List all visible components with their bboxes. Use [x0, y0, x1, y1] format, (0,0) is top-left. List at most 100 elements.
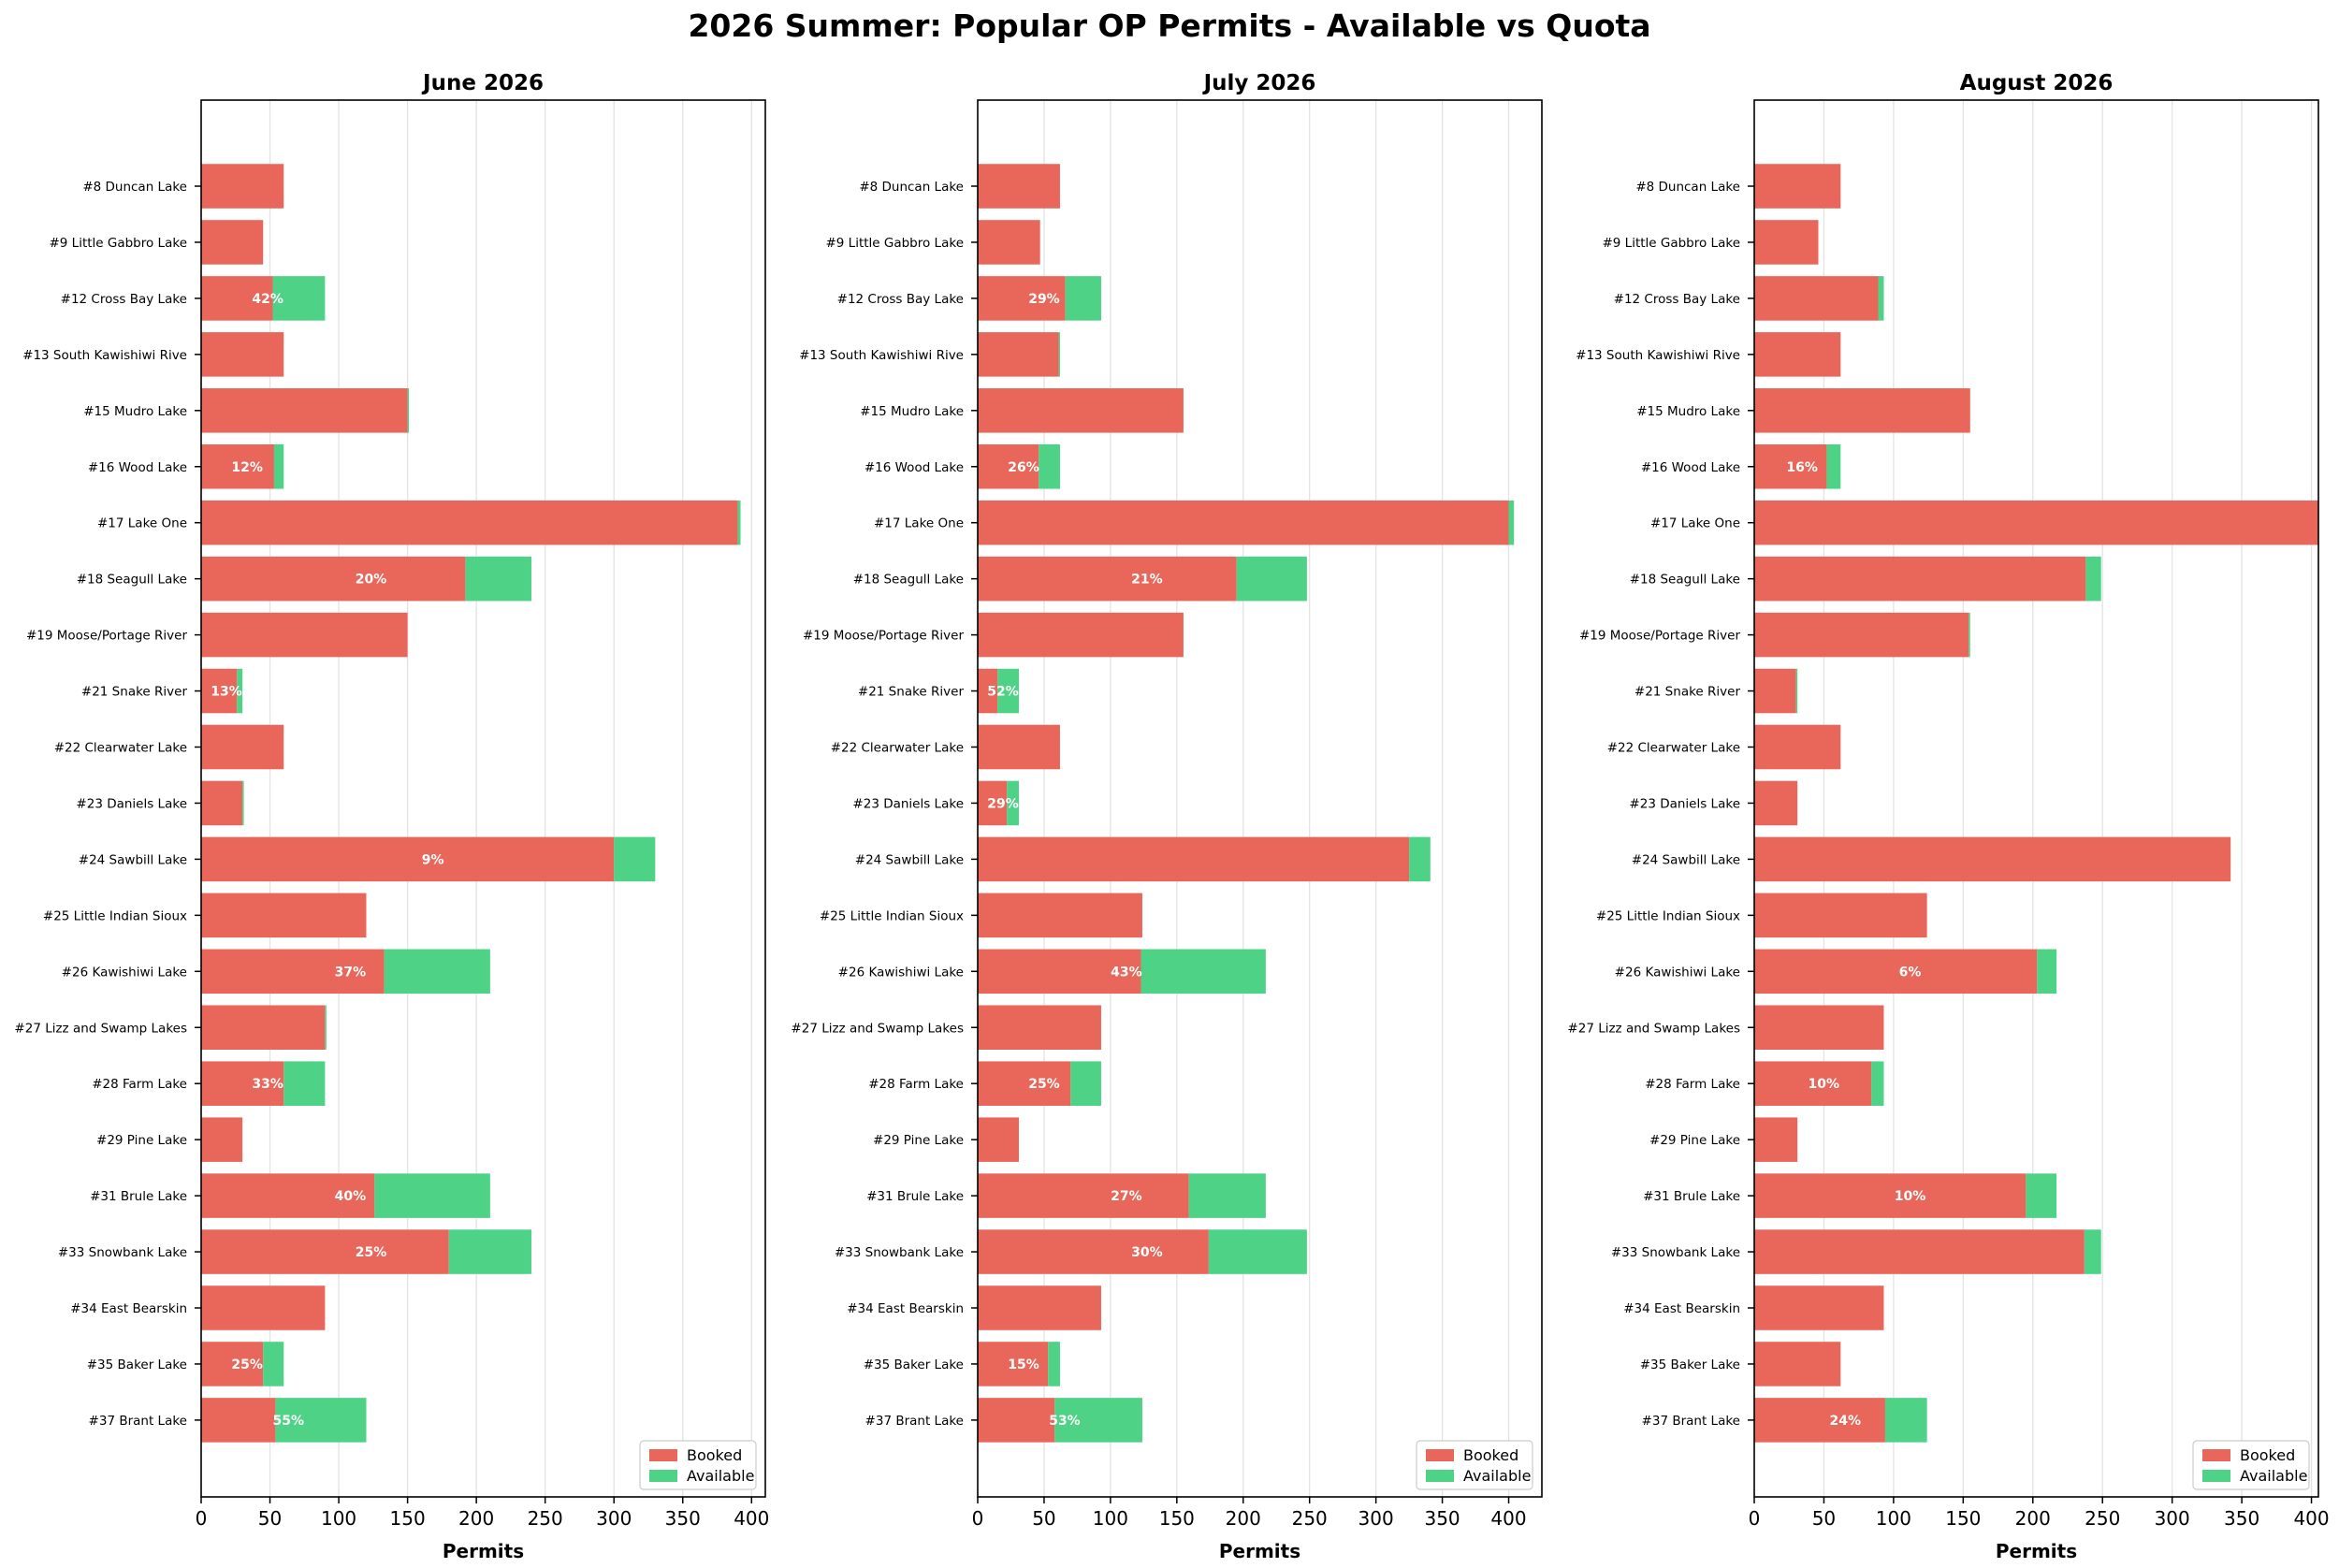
- category-label: #15 Mudro Lake: [1636, 404, 1740, 419]
- x-tick-label: 300: [596, 1507, 632, 1530]
- bar-available: [1826, 444, 1841, 489]
- pct-label: 10%: [1808, 1077, 1839, 1092]
- category-label: #37 Brant Lake: [1642, 1414, 1740, 1429]
- pct-label: 21%: [1131, 573, 1163, 588]
- x-tick-label: 300: [1358, 1507, 1394, 1530]
- category-label: #35 Baker Lake: [87, 1357, 187, 1372]
- bar-booked: [1754, 1173, 2027, 1218]
- category-label: #18 Seagull Lake: [1630, 573, 1740, 588]
- category-label: #23 Daniels Lake: [852, 796, 964, 811]
- category-label: #18 Seagull Lake: [853, 573, 964, 588]
- bar-available: [237, 668, 243, 714]
- category-label: #16 Wood Lake: [864, 460, 964, 475]
- bar-booked: [1754, 276, 1879, 321]
- bar-booked: [201, 1342, 264, 1387]
- category-label: #19 Moose/Portage River: [26, 629, 187, 644]
- pct-label: 27%: [1111, 1189, 1142, 1204]
- x-tick-label: 0: [196, 1507, 208, 1530]
- pct-label: 55%: [272, 1414, 304, 1429]
- category-label: #29 Pine Lake: [96, 1133, 187, 1148]
- category-label: #9 Little Gabbro Lake: [49, 236, 187, 251]
- x-tick-label: 100: [1093, 1507, 1128, 1530]
- bar-booked: [201, 949, 385, 995]
- bar-available: [737, 500, 741, 545]
- bar-available: [1048, 1342, 1060, 1387]
- bar-booked: [978, 276, 1066, 321]
- category-label: #24 Sawbill Lake: [79, 852, 187, 867]
- bar-available: [1007, 780, 1019, 826]
- x-tick-label: 50: [1032, 1507, 1055, 1530]
- bar-booked: [1754, 612, 1969, 658]
- pct-label: 42%: [252, 292, 283, 307]
- legend-swatch-booked: [649, 1449, 677, 1461]
- bar-booked: [1754, 668, 1796, 714]
- pct-label: 29%: [987, 796, 1019, 811]
- category-label: #21 Snake River: [81, 685, 188, 700]
- category-label: #31 Brule Lake: [1643, 1189, 1740, 1204]
- x-tick-label: 150: [1159, 1507, 1195, 1530]
- bar-booked: [201, 556, 466, 602]
- bar-booked: [201, 893, 367, 938]
- bar-booked: [1754, 556, 2086, 602]
- bar-booked: [1754, 1061, 1872, 1106]
- bar-booked: [978, 668, 998, 714]
- bar-available: [325, 1005, 327, 1050]
- x-tick-label: 0: [1749, 1507, 1761, 1530]
- category-label: #16 Wood Lake: [88, 460, 187, 475]
- category-label: #13 South Kawishiwi Rive: [799, 348, 964, 363]
- bar-booked: [201, 668, 238, 714]
- bar-available: [448, 1229, 531, 1274]
- bar-available: [1140, 949, 1266, 995]
- category-label: #26 Kawishiwi Lake: [1615, 965, 1740, 980]
- bar-booked: [978, 1229, 1209, 1274]
- category-label: #25 Little Indian Sioux: [43, 908, 187, 923]
- bar-booked: [978, 780, 1008, 826]
- pct-label: 37%: [335, 965, 367, 980]
- bar-available: [1054, 1398, 1142, 1443]
- category-label: #9 Little Gabbro Lake: [1602, 236, 1740, 251]
- pct-label: 25%: [231, 1357, 263, 1372]
- bar-booked: [201, 1398, 276, 1443]
- pct-label: 24%: [1830, 1414, 1862, 1429]
- bar-booked: [978, 1061, 1071, 1106]
- category-label: #28 Farm Lake: [868, 1077, 964, 1092]
- pct-label: 33%: [252, 1077, 283, 1092]
- x-axis-label: Permits: [1996, 1540, 2077, 1562]
- x-tick-label: 0: [972, 1507, 984, 1530]
- category-label: #31 Brule Lake: [90, 1189, 187, 1204]
- category-label: #8 Duncan Lake: [82, 180, 187, 195]
- pct-label: 43%: [1111, 965, 1142, 980]
- legend-swatch-booked: [1426, 1449, 1454, 1461]
- bar-booked: [201, 500, 738, 545]
- legend-label-available: Available: [1463, 1467, 1531, 1485]
- bar-available: [2085, 556, 2101, 602]
- bar-available: [407, 388, 410, 433]
- category-label: #22 Clearwater Lake: [831, 741, 964, 756]
- bar-booked: [1754, 724, 1841, 770]
- category-label: #23 Daniels Lake: [1629, 796, 1740, 811]
- bar-booked: [1754, 836, 2231, 882]
- bar-booked: [201, 444, 274, 489]
- category-label: #25 Little Indian Sioux: [1596, 908, 1740, 923]
- bar-booked: [201, 612, 408, 658]
- pct-label: 15%: [1008, 1357, 1039, 1372]
- pct-label: 20%: [356, 573, 387, 588]
- bar-available: [1058, 332, 1060, 377]
- bar-available: [1236, 556, 1307, 602]
- category-label: #27 Lizz and Swamp Lakes: [1567, 1021, 1740, 1036]
- bar-booked: [201, 1173, 375, 1218]
- bar-booked: [201, 836, 615, 882]
- bar-available: [374, 1173, 490, 1218]
- pct-label: 26%: [1008, 460, 1039, 475]
- x-tick-label: 350: [1424, 1507, 1460, 1530]
- panel-july: #8 Duncan Lake #9 Little Gabbro Lake 29% #1…: [791, 71, 1543, 1562]
- category-label: #22 Clearwater Lake: [54, 741, 187, 756]
- category-label: #37 Brant Lake: [865, 1414, 964, 1429]
- bar-booked: [978, 1398, 1055, 1443]
- pct-label: 13%: [211, 685, 242, 700]
- legend-label-booked: Booked: [2240, 1446, 2295, 1464]
- bar-booked: [978, 724, 1060, 770]
- category-label: #34 East Bearskin: [847, 1301, 964, 1316]
- bar-available: [263, 1342, 284, 1387]
